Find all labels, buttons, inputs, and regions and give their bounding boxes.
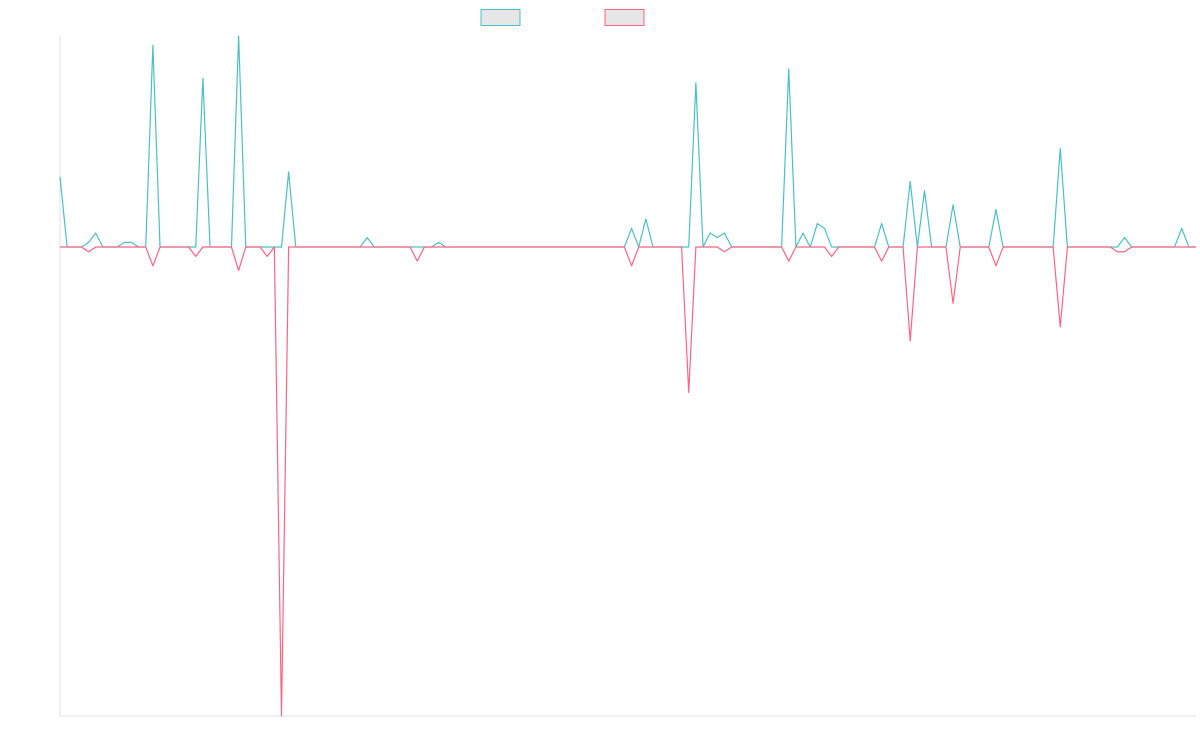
legend-swatch-series-1 <box>480 9 521 26</box>
series-line-2 <box>60 246 1196 717</box>
series-layer <box>59 35 1196 717</box>
legend-swatch-series-2 <box>604 9 645 26</box>
series-line-1 <box>59 35 1196 248</box>
legend[interactable] <box>480 9 645 26</box>
